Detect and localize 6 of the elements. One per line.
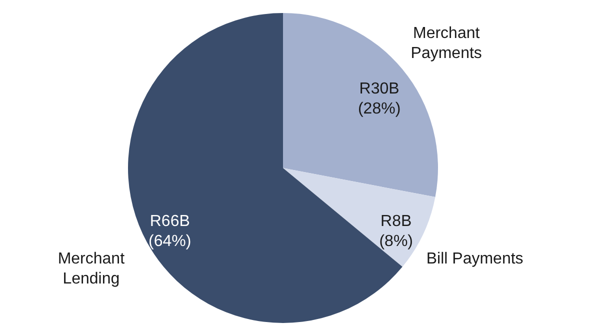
data-label: R8B (8%) [379,213,413,250]
data-label: R66B (64%) [148,213,192,250]
slice-label: Merchant Payments [410,24,482,62]
data-label: R30B (28%) [358,80,401,118]
slice-label: Bill Payments [426,250,524,268]
slice-label: Merchant Lending [58,250,126,288]
